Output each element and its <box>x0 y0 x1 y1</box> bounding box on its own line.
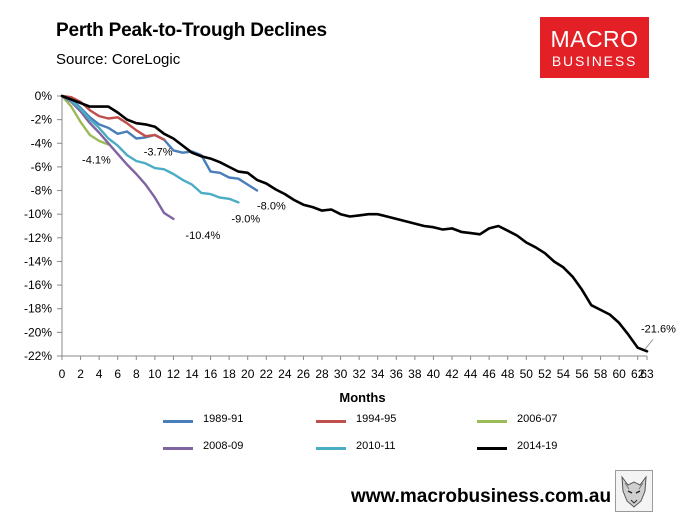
series-line-2010-11 <box>60 94 240 204</box>
y-tick-label: -2% <box>31 113 53 127</box>
legend-label: 1989-91 <box>203 413 244 425</box>
x-tick-label: 54 <box>557 367 571 381</box>
x-tick-label: 60 <box>612 367 626 381</box>
y-tick-label: -12% <box>24 231 52 245</box>
data-label-2014-19: -21.6% <box>641 323 676 335</box>
x-axis-title: Months <box>339 390 385 405</box>
x-tick-label: 38 <box>408 367 422 381</box>
legend-swatch <box>316 420 346 423</box>
x-tick-label: 2 <box>77 367 84 381</box>
y-tick-label: -16% <box>24 278 52 292</box>
data-label-2010-11: -9.0% <box>231 213 260 225</box>
legend-swatch <box>477 447 507 450</box>
x-tick-label: 6 <box>114 367 121 381</box>
x-tick-label: 56 <box>575 367 589 381</box>
legend-swatch <box>163 447 193 450</box>
x-tick-label: 42 <box>445 367 459 381</box>
y-tick-label: -8% <box>31 184 53 198</box>
data-label-1989-91: -8.0% <box>257 201 286 213</box>
legend-label: 2010-11 <box>356 440 396 452</box>
wolf-logo-icon <box>615 470 653 512</box>
x-tick-label: 58 <box>594 367 608 381</box>
y-tick-label: -4% <box>31 136 53 150</box>
x-tick-label: 36 <box>390 367 404 381</box>
x-tick-label: 62 <box>631 367 645 381</box>
x-tick-label: 50 <box>520 367 534 381</box>
legend-swatch <box>163 420 193 423</box>
x-tick-label: 22 <box>260 367 274 381</box>
x-tick-label: 28 <box>315 367 329 381</box>
x-tick-label: 20 <box>241 367 255 381</box>
series-line-2008-09 <box>60 94 175 221</box>
legend-label: 2014-19 <box>517 440 558 452</box>
x-tick-label: 48 <box>501 367 515 381</box>
y-tick-label: -22% <box>24 349 52 363</box>
x-tick-label: 63 <box>640 367 654 381</box>
logo-line-1: MACRO <box>550 26 639 52</box>
series-line-2014-19 <box>60 94 649 353</box>
y-tick-label: -6% <box>31 160 53 174</box>
data-label-2008-09: -10.4% <box>185 230 220 242</box>
y-tick-label: -14% <box>24 254 52 268</box>
x-tick-label: 4 <box>96 367 103 381</box>
y-tick-label: -20% <box>24 325 52 339</box>
legend-swatch <box>316 447 346 450</box>
x-tick-label: 40 <box>427 367 441 381</box>
legend-label: 2008-09 <box>203 440 244 452</box>
x-tick-label: 26 <box>297 367 311 381</box>
x-tick-label: 18 <box>222 367 236 381</box>
legend-swatch <box>477 420 507 423</box>
chart-title: Perth Peak-to-Trough Declines <box>56 20 327 41</box>
x-tick-label: 8 <box>133 367 140 381</box>
x-tick-label: 24 <box>278 367 292 381</box>
x-tick-label: 16 <box>204 367 218 381</box>
x-tick-label: 14 <box>185 367 199 381</box>
y-tick-label: -18% <box>24 302 52 316</box>
chart-source: Source: CoreLogic <box>56 51 181 68</box>
data-label-leader <box>644 338 654 350</box>
logo-line-2: BUSINESS <box>551 53 638 69</box>
y-tick-label: 0% <box>35 89 53 103</box>
x-tick-label: 32 <box>352 367 366 381</box>
x-tick-label: 10 <box>148 367 162 381</box>
x-tick-label: 44 <box>464 367 478 381</box>
website-url: www.macrobusiness.com.au <box>351 486 612 507</box>
x-tick-label: 0 <box>59 367 66 381</box>
series-line-2006-07 <box>60 94 110 146</box>
x-tick-label: 30 <box>334 367 348 381</box>
x-tick-label: 52 <box>538 367 552 381</box>
data-label-1994-95: -3.7% <box>144 147 173 159</box>
data-label-2006-07: -4.1% <box>82 154 111 166</box>
x-tick-label: 12 <box>167 367 181 381</box>
legend-label: 1994-95 <box>356 413 397 425</box>
y-tick-label: -10% <box>24 207 52 221</box>
legend-label: 2006-07 <box>517 413 558 425</box>
x-tick-label: 46 <box>482 367 496 381</box>
macrobusiness-logo: MACRO BUSINESS <box>540 17 649 78</box>
x-tick-label: 34 <box>371 367 385 381</box>
